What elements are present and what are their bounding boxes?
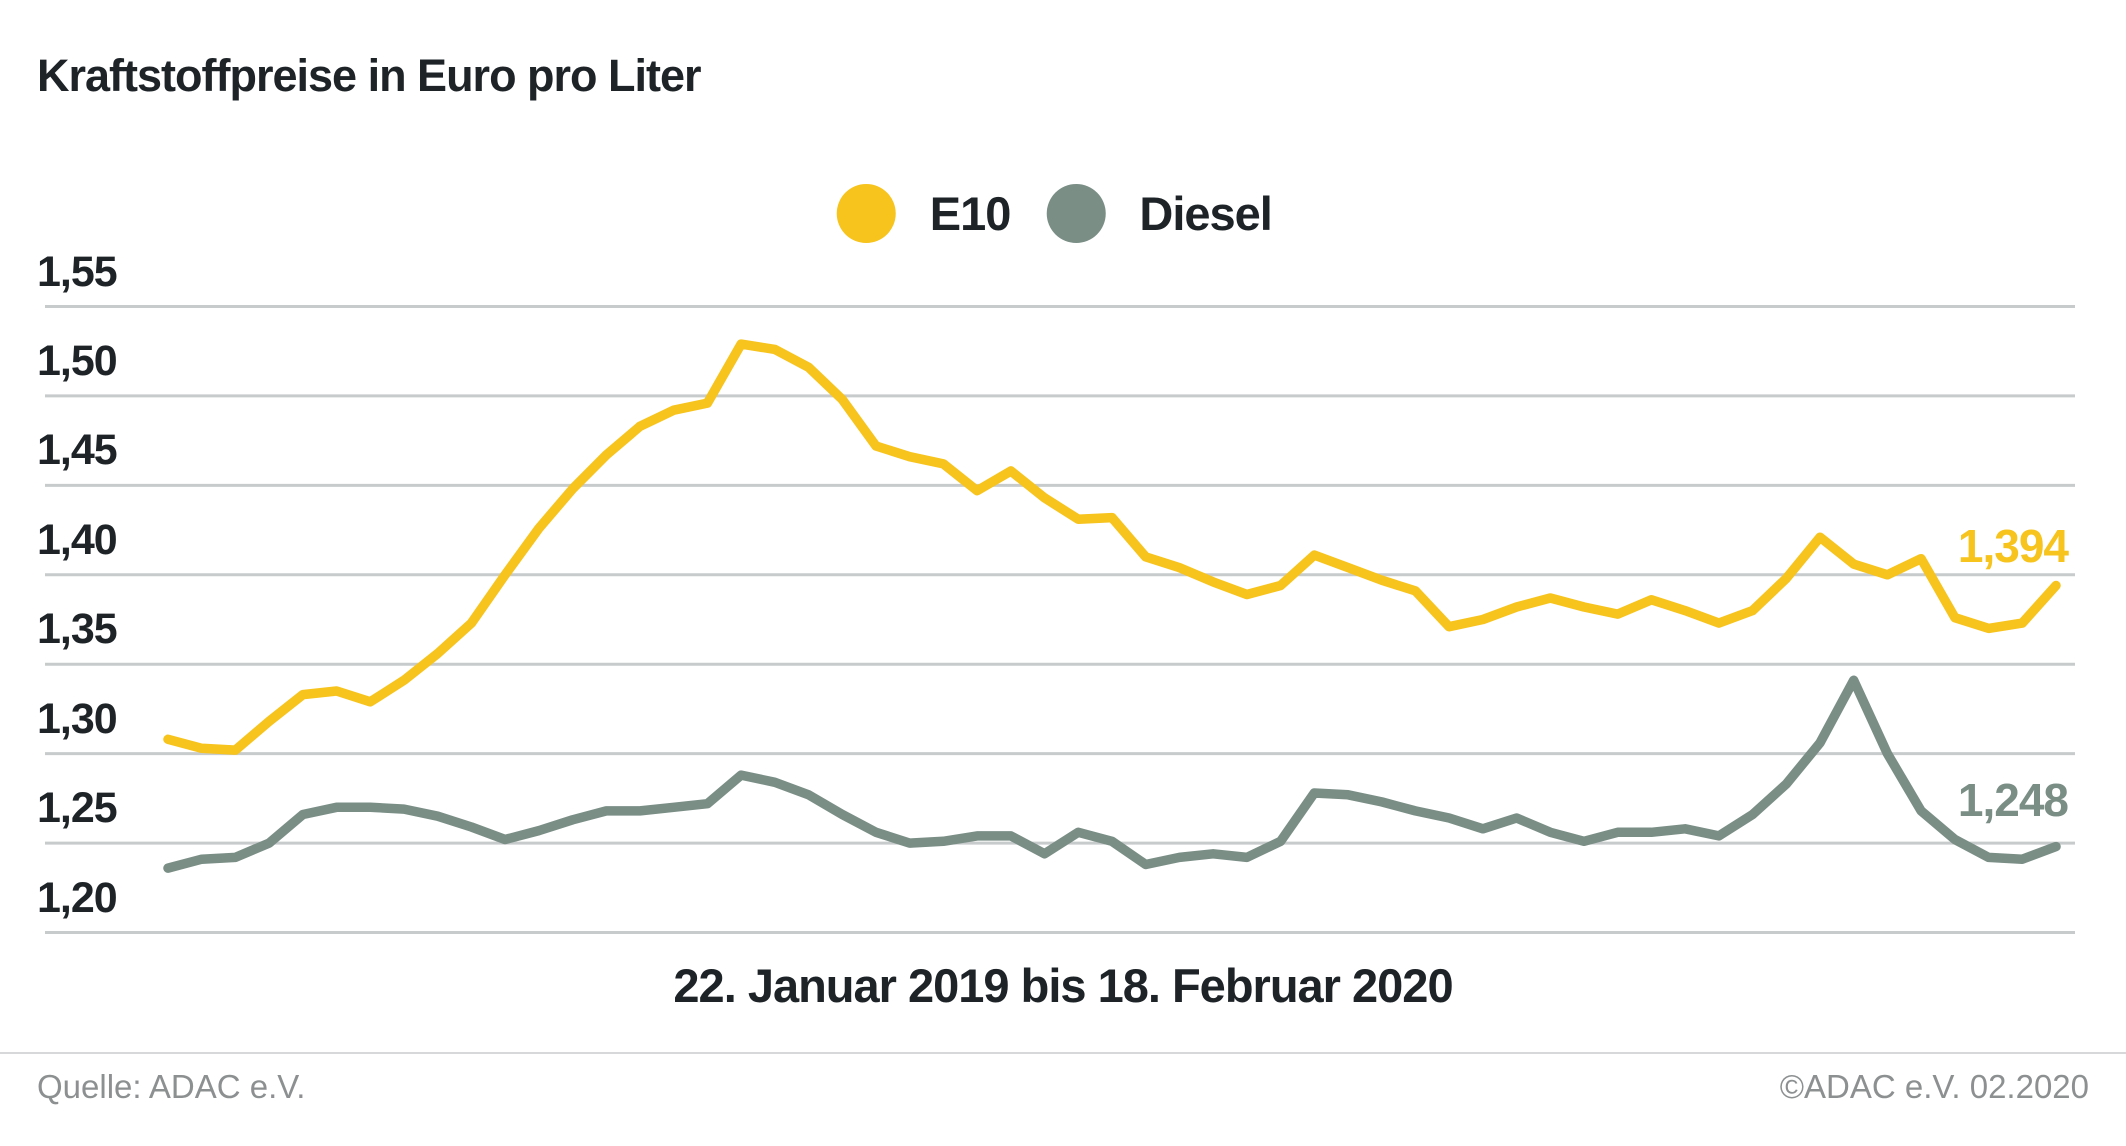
legend-item-e10: E10 — [836, 184, 1012, 243]
e10-color-dot-icon — [836, 184, 896, 243]
y-axis-tick-label: 1,30 — [37, 694, 118, 743]
e10-end-value-label: 1,394 — [1957, 519, 2069, 572]
x-axis-range-label: 22. Januar 2019 bis 18. Februar 2020 — [673, 959, 1453, 1012]
legend-label-e10: E10 — [929, 187, 1012, 240]
source-credit: Quelle: ADAC e.V. — [37, 1068, 306, 1105]
y-axis-tick-label: 1,50 — [37, 336, 118, 385]
y-axis-tick-label: 1,35 — [37, 605, 118, 654]
diesel-line — [163, 675, 2061, 873]
y-axis-tick-label: 1,55 — [37, 247, 118, 296]
y-axis-tick-label: 1,40 — [37, 515, 118, 564]
y-axis-tick-label: 1,45 — [37, 426, 118, 475]
copyright-notice: ©ADAC e.V. 02.2020 — [1779, 1068, 2089, 1105]
e10-line — [163, 339, 2061, 755]
y-axis-tick-label: 1,20 — [37, 873, 118, 922]
footer-divider — [0, 1052, 2126, 1054]
page-title: Kraftstoffpreise in Euro pro Liter — [37, 50, 702, 101]
legend-item-diesel: Diesel — [1046, 184, 1273, 243]
chart-legend: E10 Diesel — [836, 184, 1273, 243]
diesel-color-dot-icon — [1046, 184, 1106, 243]
legend-label-diesel: Diesel — [1139, 187, 1272, 240]
y-axis-tick-label: 1,25 — [37, 784, 118, 833]
diesel-end-value-label: 1,248 — [1957, 773, 2069, 826]
